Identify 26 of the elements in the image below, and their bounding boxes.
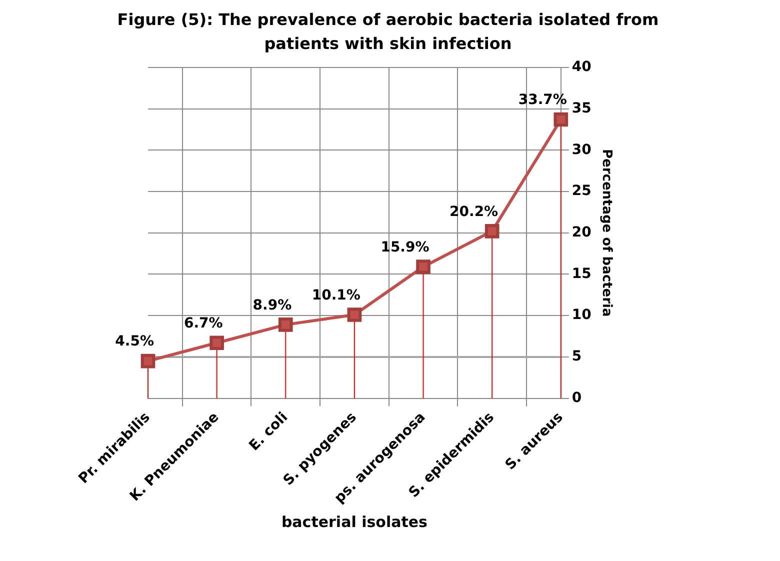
point <box>347 308 362 322</box>
y-tick-label: 40 <box>572 59 592 76</box>
point <box>416 260 430 274</box>
point <box>278 318 293 332</box>
y-tick-label: 35 <box>572 100 592 116</box>
y-tick-label: 15 <box>572 266 592 282</box>
point <box>484 224 500 238</box>
data-label: 4.5% <box>115 334 154 350</box>
data-label: 10.1% <box>312 287 360 304</box>
data-label: 8.9% <box>252 297 292 314</box>
y-tick-label: 30 <box>572 142 592 158</box>
y-axis-title: Percentage of bacteria <box>598 148 614 317</box>
y-tick-label: 25 <box>572 183 592 200</box>
x-axis-title: bacterial isolates <box>281 512 428 531</box>
data-label: 33.7% <box>518 92 567 108</box>
y-tick-label: 5 <box>572 348 582 365</box>
y-tick-label: 20 <box>572 224 592 240</box>
point <box>210 336 224 350</box>
data-label: 6.7% <box>184 316 223 332</box>
y-tick-label: 0 <box>572 390 582 406</box>
data-label: 15.9% <box>380 239 430 256</box>
point <box>140 354 156 368</box>
chart-title: Figure (5): The prevalence of aerobic bacteria isolated from patients with skin infection <box>116 9 660 55</box>
data-label: 20.2% <box>450 204 498 220</box>
point <box>554 112 568 127</box>
y-tick-label: 10 <box>572 307 592 324</box>
